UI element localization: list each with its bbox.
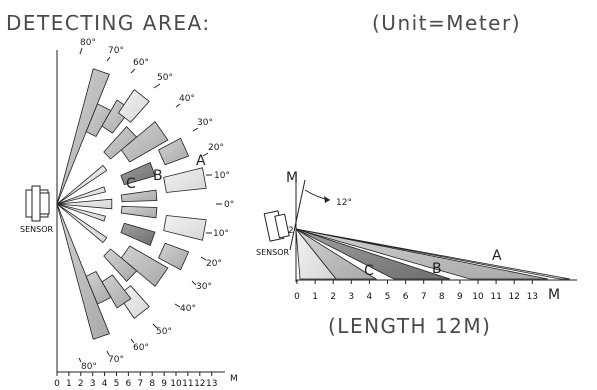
side-sensor-label: SENSOR	[256, 248, 289, 257]
top-tick-label-10: 10	[170, 379, 182, 389]
beam-near-17	[56, 186, 107, 205]
side-tick-label-10: 10	[472, 292, 484, 302]
length-caption: (LENGTH 12M)	[328, 314, 491, 338]
beam-segment-14	[103, 248, 138, 282]
top-tick-label-8: 8	[149, 379, 155, 389]
top-beams	[56, 68, 207, 340]
beam-segment-7	[163, 167, 207, 193]
top-sensor-icon	[25, 185, 50, 222]
side-zone-label-c: C	[364, 263, 374, 279]
side-zone-a-shade	[295, 228, 549, 280]
angle-label-up-80: 80°	[80, 38, 96, 48]
angle-label-down-30: 30°	[196, 282, 212, 292]
tilt-angle-label: 12°	[336, 198, 352, 208]
side-tick-label-4: 4	[367, 292, 373, 302]
tilt-arrow-icon	[324, 196, 330, 203]
side-tick-label-5: 5	[385, 292, 391, 302]
top-sensor-label: SENSOR	[20, 225, 53, 234]
angle-label-down-50: 50°	[156, 327, 172, 337]
angle-label-up-60: 60°	[133, 58, 149, 68]
beam-near-neg40	[56, 203, 108, 244]
top-tick-label-3: 3	[90, 379, 96, 389]
beam-segment-10	[163, 215, 207, 241]
top-tick-label-2: 2	[78, 379, 84, 389]
top-axis-unit: M	[230, 374, 238, 384]
top-axis-ticks: 0 1 2 3 4 5 6 7 8 9 10 11 12 13	[54, 372, 217, 389]
beam-segment-12	[157, 242, 190, 271]
beam-segment-4	[120, 121, 169, 163]
lower-angle-labels: 10° 20° 30° 40° 50° 60° 70° 80°	[81, 229, 229, 372]
unit-label: (Unit=Meter)	[372, 11, 521, 35]
top-view: SENSOR A B C 80° 70° 60° 50° 40° 30° 20°…	[20, 38, 238, 389]
side-zone-b	[295, 228, 451, 280]
beam-near-75	[56, 68, 110, 205]
upper-angle-labels: 80° 70° 60° 50° 40° 30° 20° 10°	[80, 38, 230, 181]
top-zone-label-b: B	[153, 168, 163, 184]
angle-label-up-40: 40°	[179, 94, 195, 104]
beam-segment-13	[120, 245, 169, 287]
top-tick-label-1: 1	[66, 379, 72, 389]
angle-ticks	[78, 47, 222, 363]
tilt-line	[289, 179, 306, 251]
side-zone-label-b: B	[432, 261, 442, 277]
side-tick-label-9: 9	[457, 292, 463, 302]
side-tick-label-0: 0	[294, 292, 300, 302]
angle-label-down-60: 60°	[133, 343, 149, 353]
angle-label-up-20: 20°	[208, 143, 224, 153]
side-axis-unit: M	[548, 287, 560, 303]
side-tick-label-1: 1	[312, 292, 318, 302]
top-tick-label-13: 13	[206, 379, 217, 389]
top-tick-label-4: 4	[102, 379, 108, 389]
side-tick-label-11: 11	[490, 292, 501, 302]
beam-segment-6	[120, 161, 156, 186]
angle-label-up-30: 30°	[197, 118, 213, 128]
top-tick-label-5: 5	[114, 379, 120, 389]
height-value: 2	[288, 226, 294, 236]
beam-segment-16	[101, 274, 132, 309]
side-tick-label-7: 7	[421, 292, 427, 302]
side-tick-label-12: 12	[508, 292, 519, 302]
top-tick-label-7: 7	[137, 379, 143, 389]
side-zone-a	[295, 228, 571, 280]
beam-near-neg17	[56, 203, 107, 222]
angle-label-up-50: 50°	[157, 73, 173, 83]
top-tick-label-6: 6	[126, 379, 132, 389]
beam-near-0	[56, 198, 113, 210]
side-tick-label-8: 8	[439, 292, 445, 302]
beam-near-40	[56, 164, 108, 205]
angle-label-up-10: 10°	[214, 171, 230, 181]
top-tick-label-12: 12	[194, 379, 205, 389]
side-zone-label-a: A	[492, 248, 502, 264]
top-zone-label-c: C	[126, 176, 136, 192]
angle-label-down-20: 20°	[206, 259, 222, 269]
side-tick-label-13: 13	[527, 292, 538, 302]
angle-label-down-80: 80°	[81, 362, 97, 372]
side-sensor-icon	[263, 210, 290, 242]
top-tick-label-11: 11	[182, 379, 193, 389]
angle-label-down-70: 70°	[108, 355, 124, 365]
side-tick-label-6: 6	[403, 292, 409, 302]
side-axis-ticks: 0 1 2 3 4 5 6 7 8 9 10 11 12 13	[294, 280, 538, 302]
angle-label-up-70: 70°	[108, 46, 124, 56]
angle-label-down-10: 10°	[213, 229, 229, 239]
top-zone-label-a: A	[196, 153, 206, 169]
angle-label-0: 0°	[224, 200, 234, 210]
beam-segment-17	[85, 270, 112, 305]
beam-segment-9	[120, 205, 158, 219]
side-zone-near	[295, 227, 337, 280]
side-vertical-label: M	[286, 170, 298, 186]
side-view: M 12° 2 SENSOR A B C 0 1 2 3 4 5 6 7 8 9 10 11 12 13 …	[256, 170, 577, 338]
beam-segment-8	[120, 189, 158, 203]
top-tick-label-9: 9	[161, 379, 167, 389]
top-tick-label-0: 0	[54, 379, 60, 389]
beam-near-neg75	[56, 203, 110, 340]
side-tick-label-2: 2	[330, 292, 336, 302]
title: DETECTING AREA:	[6, 11, 211, 35]
side-tick-label-3: 3	[348, 292, 354, 302]
beam-segment-5	[157, 137, 190, 166]
beam-segment-11	[120, 222, 156, 247]
angle-label-down-40: 40°	[180, 304, 196, 314]
beam-segment-2	[117, 89, 150, 123]
